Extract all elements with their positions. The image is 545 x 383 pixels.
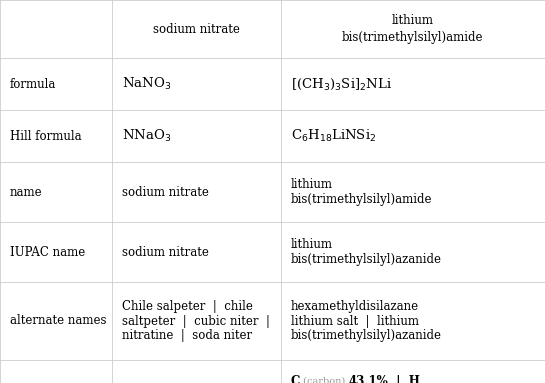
Text: [(CH$_3$)$_3$Si]$_2$NLi: [(CH$_3$)$_3$Si]$_2$NLi [290, 76, 392, 92]
Text: lithium: lithium [290, 178, 332, 191]
Text: Chile salpeter  |  chile: Chile salpeter | chile [122, 300, 252, 313]
Text: IUPAC name: IUPAC name [10, 246, 85, 259]
Text: NNaO$_3$: NNaO$_3$ [122, 128, 171, 144]
Text: bis(trimethylsilyl)azanide: bis(trimethylsilyl)azanide [290, 253, 441, 266]
Text: |  H: | H [388, 375, 420, 383]
Text: formula: formula [10, 77, 56, 90]
Text: sodium nitrate: sodium nitrate [122, 246, 209, 259]
Text: hexamethyldisilazane: hexamethyldisilazane [290, 300, 419, 313]
Text: NaNO$_3$: NaNO$_3$ [122, 76, 171, 92]
Text: bis(trimethylsilyl)azanide: bis(trimethylsilyl)azanide [290, 329, 441, 342]
Text: nitratine  |  soda niter: nitratine | soda niter [122, 329, 252, 342]
Text: lithium salt  |  lithium: lithium salt | lithium [290, 314, 419, 327]
Text: C$_6$H$_{18}$LiNSi$_2$: C$_6$H$_{18}$LiNSi$_2$ [290, 128, 376, 144]
Text: sodium nitrate: sodium nitrate [122, 185, 209, 198]
Text: 43.1%: 43.1% [348, 375, 388, 383]
Text: saltpeter  |  cubic niter  |: saltpeter | cubic niter | [122, 314, 270, 327]
Text: sodium nitrate: sodium nitrate [153, 23, 240, 36]
Text: lithium: lithium [290, 238, 332, 251]
Text: Hill formula: Hill formula [10, 129, 82, 142]
Text: C: C [290, 375, 300, 383]
Text: name: name [10, 185, 43, 198]
Text: lithium
bis(trimethylsilyl)amide: lithium bis(trimethylsilyl)amide [342, 14, 483, 44]
Text: alternate names: alternate names [10, 314, 106, 327]
Text: (carbon): (carbon) [300, 376, 348, 383]
Text: bis(trimethylsilyl)amide: bis(trimethylsilyl)amide [290, 193, 432, 206]
